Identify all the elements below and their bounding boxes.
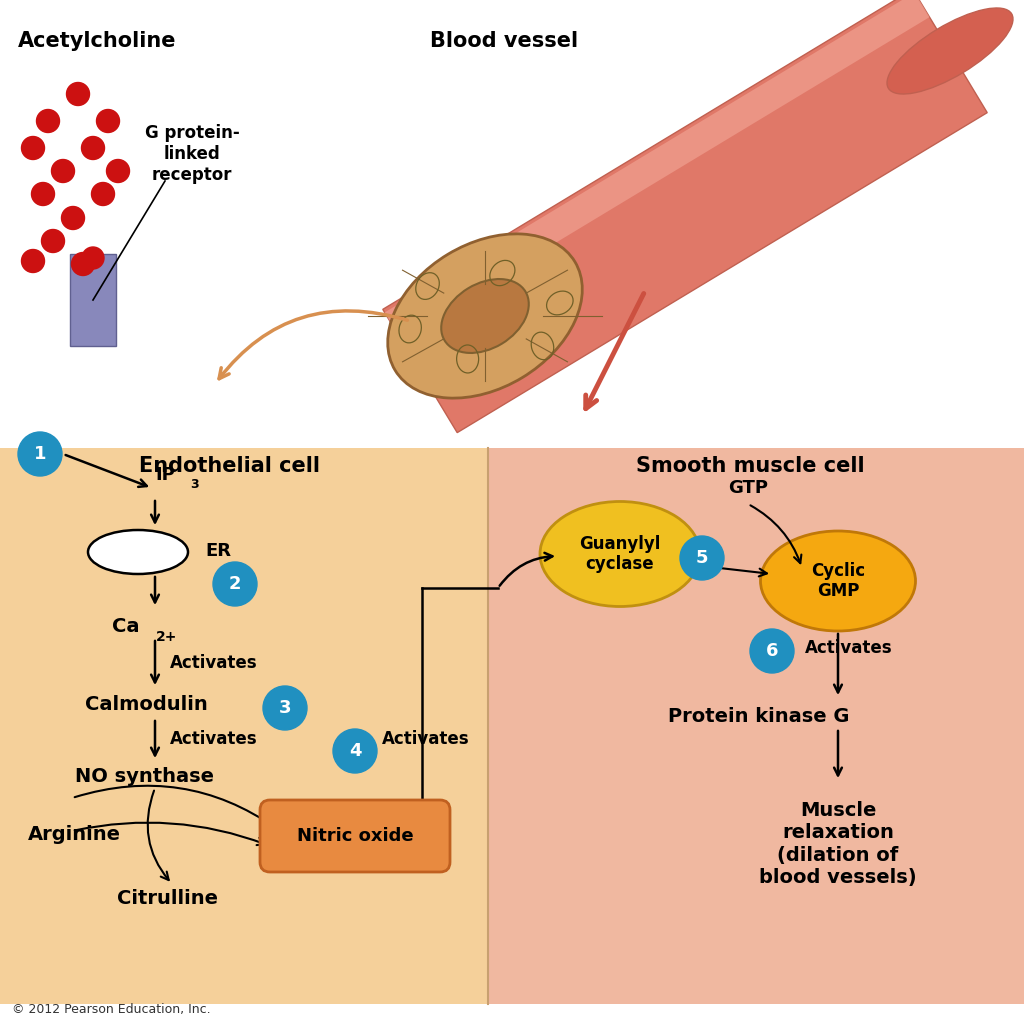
Text: Cyclic
GMP: Cyclic GMP: [811, 561, 865, 600]
Text: 2+: 2+: [156, 630, 177, 644]
Circle shape: [18, 432, 62, 476]
Ellipse shape: [441, 279, 528, 353]
Circle shape: [106, 159, 129, 183]
Text: 4: 4: [349, 742, 361, 760]
Ellipse shape: [388, 234, 583, 398]
Polygon shape: [385, 0, 930, 338]
Circle shape: [750, 629, 794, 673]
Ellipse shape: [761, 531, 915, 631]
Text: 6: 6: [766, 642, 778, 660]
Circle shape: [67, 82, 89, 106]
Text: 3: 3: [190, 478, 199, 491]
Polygon shape: [383, 0, 987, 433]
FancyBboxPatch shape: [260, 800, 450, 872]
Text: Protein kinase G: Protein kinase G: [668, 707, 850, 725]
Circle shape: [82, 247, 104, 269]
Text: 5: 5: [695, 549, 709, 567]
Circle shape: [22, 136, 44, 159]
Text: Activates: Activates: [382, 731, 470, 748]
Circle shape: [22, 249, 44, 273]
Circle shape: [680, 536, 724, 580]
Text: Guanylyl
cyclase: Guanylyl cyclase: [580, 535, 660, 574]
Text: Calmodulin: Calmodulin: [85, 695, 208, 713]
Circle shape: [37, 110, 59, 132]
Text: 1: 1: [34, 445, 46, 463]
Circle shape: [61, 206, 85, 230]
Text: 3: 3: [279, 699, 291, 717]
Ellipse shape: [88, 530, 188, 574]
Text: Activates: Activates: [170, 731, 258, 748]
Text: Nitric oxide: Nitric oxide: [297, 827, 414, 845]
FancyBboxPatch shape: [0, 448, 488, 1004]
FancyBboxPatch shape: [70, 254, 116, 346]
Circle shape: [51, 159, 75, 183]
Text: Activates: Activates: [170, 654, 258, 672]
Circle shape: [91, 183, 115, 205]
Text: Ca: Ca: [112, 617, 139, 635]
Text: Activates: Activates: [805, 639, 893, 657]
Text: ER: ER: [205, 542, 231, 560]
Text: © 2012 Pearson Education, Inc.: © 2012 Pearson Education, Inc.: [12, 1003, 211, 1016]
Circle shape: [213, 562, 257, 606]
Circle shape: [82, 136, 104, 159]
FancyBboxPatch shape: [488, 448, 1024, 1004]
Circle shape: [32, 183, 54, 205]
Circle shape: [96, 110, 120, 132]
Text: Citrulline: Citrulline: [118, 889, 218, 908]
Text: Arginine: Arginine: [28, 825, 121, 843]
Ellipse shape: [887, 8, 1013, 94]
Circle shape: [42, 230, 65, 252]
Text: NO synthase: NO synthase: [75, 766, 214, 786]
Text: Muscle
relaxation
(dilation of
blood vessels): Muscle relaxation (dilation of blood ves…: [759, 801, 916, 886]
Text: Acetylcholine: Acetylcholine: [18, 31, 176, 51]
Circle shape: [333, 729, 377, 773]
Text: 2: 2: [228, 575, 242, 593]
Text: Endothelial cell: Endothelial cell: [139, 456, 321, 476]
Circle shape: [72, 252, 94, 276]
Ellipse shape: [540, 502, 700, 606]
Text: G protein-
linked
receptor: G protein- linked receptor: [144, 124, 240, 184]
Text: Blood vessel: Blood vessel: [430, 31, 579, 51]
Text: Smooth muscle cell: Smooth muscle cell: [636, 456, 864, 476]
Circle shape: [263, 686, 307, 731]
Text: GTP: GTP: [728, 479, 768, 497]
Text: IP: IP: [155, 466, 175, 484]
